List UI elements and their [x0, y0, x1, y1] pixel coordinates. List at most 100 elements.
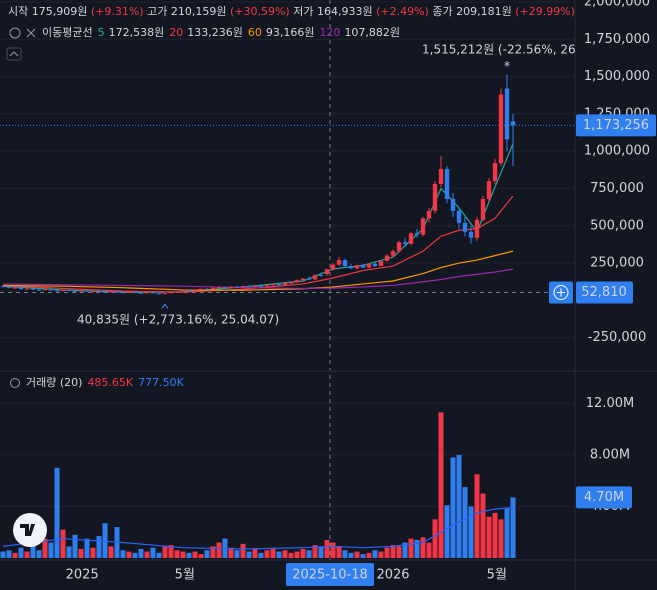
volume-bar	[120, 550, 126, 558]
candle-body	[66, 289, 72, 291]
volume-bar	[480, 493, 486, 558]
last-price-box	[576, 114, 656, 137]
ma-legend-name: 120	[319, 26, 340, 39]
candle-body	[384, 255, 390, 261]
volume-bar	[372, 550, 378, 558]
y-tick-label: 1,000,000	[584, 144, 650, 159]
candle-body	[276, 284, 282, 286]
last-volume-box	[576, 486, 632, 509]
add-alert-button[interactable]	[549, 281, 573, 304]
volume-bar	[234, 550, 240, 558]
volume-bar	[366, 552, 372, 558]
candle-body	[444, 169, 450, 199]
volume-eye[interactable]	[10, 378, 20, 388]
volume-bar	[468, 506, 474, 558]
candle-body	[414, 233, 420, 235]
volume-bar	[12, 552, 18, 558]
candle-body	[72, 290, 78, 292]
candle-body	[270, 284, 276, 286]
add-button-circle	[553, 284, 569, 300]
candle-body	[372, 263, 378, 267]
candle-body	[390, 251, 396, 256]
collapse-button[interactable]	[6, 47, 22, 61]
volume-bar	[390, 545, 396, 558]
candle-body	[42, 288, 48, 291]
volume-bar	[450, 457, 456, 558]
volume-bar	[198, 554, 204, 558]
candle-body	[378, 260, 384, 267]
x-tick-label: 5월	[175, 568, 195, 583]
candle-body	[90, 291, 96, 293]
ohlc-change: (+9.31%)	[91, 5, 144, 18]
volume-bar	[426, 542, 432, 558]
candle-body	[204, 288, 210, 290]
ma-legend-name: 60	[248, 26, 262, 39]
candle-body	[330, 264, 336, 270]
candle-body	[486, 181, 492, 199]
candle-body	[426, 210, 432, 219]
volume-bar	[504, 507, 510, 558]
ma-toggle-icons[interactable]	[6, 27, 36, 61]
volume-bar	[276, 551, 282, 558]
candle-body	[138, 292, 144, 294]
volume-bar	[288, 552, 294, 558]
volume-bar	[96, 536, 102, 558]
close-icon[interactable]	[26, 28, 36, 38]
ohlc-change: (+29.99%)	[515, 5, 575, 18]
ohlc-value: 209,181원	[456, 5, 512, 18]
x-tick-label: 2025	[66, 568, 99, 583]
candle-body	[450, 198, 456, 211]
volume-bar	[324, 539, 330, 558]
logo	[13, 513, 47, 547]
volume-legend-value: 777.50K	[138, 376, 184, 389]
volume-bar	[414, 539, 420, 558]
candle-body	[234, 286, 240, 288]
last-price-label: 1,173,256	[583, 118, 649, 133]
ohlc-label: 시작	[8, 5, 28, 18]
volume-bar	[420, 537, 426, 558]
candle-body	[102, 291, 108, 293]
candle-body	[456, 210, 462, 223]
volume-bar	[312, 545, 318, 558]
volume-legend-value: 485.65K	[87, 376, 133, 389]
ohlc-header: 시작 175,909원 (+9.31%) 고가 210,159원 (+30.59…	[8, 5, 575, 18]
volume-bar	[408, 538, 414, 558]
eye-icon[interactable]	[10, 378, 20, 388]
volume-pane	[0, 375, 516, 560]
volume-bar	[132, 552, 138, 558]
volume-bar	[492, 512, 498, 558]
candle-body	[144, 292, 150, 294]
volume-bar	[294, 551, 300, 558]
candle-body	[168, 292, 174, 294]
candle-body	[396, 242, 402, 252]
candle-body	[360, 265, 366, 268]
eye-icon[interactable]	[9, 27, 21, 39]
ma-legend-name: 5	[98, 26, 105, 39]
volume-bar	[258, 552, 264, 558]
volume-bar	[378, 551, 384, 558]
volume-bar	[432, 519, 438, 558]
volume-bar	[150, 547, 156, 558]
candle-body	[36, 289, 42, 291]
ohlc-change: (+2.49%)	[376, 5, 429, 18]
candle-body	[54, 290, 60, 292]
logo-mark	[20, 524, 35, 536]
candle-body	[318, 275, 324, 277]
candle-body	[24, 288, 30, 290]
low-marker	[161, 303, 169, 309]
candle-body	[462, 222, 468, 232]
volume-bar	[36, 550, 42, 558]
candle-body	[480, 198, 486, 220]
volume-tick-label: 12.00M	[586, 396, 634, 411]
volume-bar	[156, 552, 162, 558]
candle-body	[324, 269, 330, 275]
ohlc-label: 고가	[147, 5, 167, 18]
candle-body	[438, 169, 444, 185]
y-tick-label: 1,750,000	[584, 32, 650, 47]
add-button-plus	[557, 288, 565, 297]
ohlc-change: (+30.59%)	[230, 5, 290, 18]
crosshair-date-box	[286, 563, 374, 586]
ma-legend: 이동평균선 5 172,538원 20 133,236원 60 93,166원 120 107,…	[42, 26, 400, 39]
